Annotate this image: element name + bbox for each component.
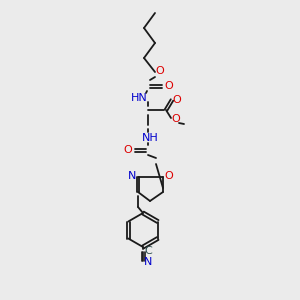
Text: O: O: [156, 66, 164, 76]
Text: O: O: [172, 95, 182, 105]
Text: NH: NH: [142, 133, 158, 143]
Text: N: N: [144, 257, 152, 267]
Text: O: O: [124, 145, 132, 155]
Text: C: C: [144, 246, 152, 256]
Text: O: O: [172, 114, 180, 124]
Text: HN: HN: [130, 93, 147, 103]
Text: O: O: [165, 171, 173, 181]
Text: N: N: [128, 171, 136, 181]
Text: O: O: [165, 81, 173, 91]
